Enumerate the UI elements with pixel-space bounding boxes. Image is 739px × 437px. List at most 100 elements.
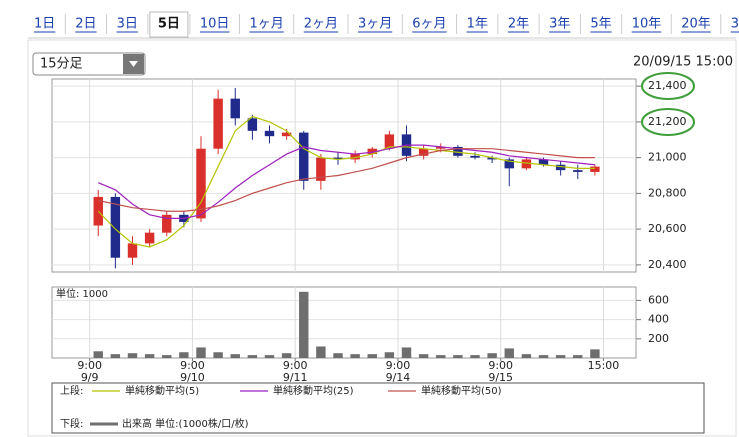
- volume-bar: [281, 353, 292, 358]
- period-tab[interactable]: 6ヶ月: [412, 17, 446, 32]
- candle-body: [264, 130, 275, 137]
- candle-body: [453, 146, 463, 156]
- candle-body: [573, 170, 583, 172]
- volume-panel: [51, 286, 637, 359]
- volume-bar: [384, 352, 395, 358]
- period-tab[interactable]: 10日: [200, 17, 230, 32]
- legend-entry: 単純移動平均(5): [125, 384, 199, 397]
- moving-average-line: [97, 115, 595, 248]
- volume-bar: [487, 353, 497, 358]
- candle-body: [110, 196, 121, 258]
- dropdown-label[interactable]: 15分足: [40, 57, 83, 72]
- candle-body: [162, 214, 172, 233]
- volume-bar: [470, 355, 480, 358]
- legend-row-label: 上段:: [60, 384, 83, 397]
- x-tick-date: 9/9: [81, 371, 99, 384]
- period-tab[interactable]: 2ヶ月: [304, 17, 338, 32]
- volume-bar: [247, 355, 258, 358]
- volume-bar: [316, 346, 326, 358]
- volume-bar: [590, 349, 600, 358]
- x-tick-label: 9:00: [180, 359, 205, 372]
- dropdown-arrow: [129, 61, 138, 67]
- period-tab[interactable]: 5日: [158, 17, 180, 32]
- volume-bar: [418, 354, 429, 358]
- x-tick-label: 9:00: [386, 359, 411, 372]
- candle-body: [316, 157, 326, 181]
- x-tick-label: 9:00: [488, 359, 513, 372]
- candle-body: [538, 159, 549, 165]
- x-tick-label: 9:00: [77, 359, 102, 372]
- legend-box: [51, 382, 705, 434]
- candle-body: [230, 98, 240, 119]
- candle-body: [213, 98, 223, 149]
- legend-row-label: 下段:: [60, 417, 83, 430]
- volume-bar: [213, 352, 223, 358]
- legend-entry: 出来高 単位:(1000株/口/枚): [122, 417, 249, 430]
- y-tick-label: 21,000: [648, 151, 687, 164]
- candle-body: [196, 148, 206, 219]
- candle-body: [555, 164, 566, 171]
- candle-body: [281, 132, 292, 137]
- candle-body: [144, 232, 155, 244]
- period-tab[interactable]: 1日: [34, 17, 55, 32]
- volume-bar: [333, 353, 343, 358]
- y-tick-label: 20,400: [648, 258, 687, 271]
- volume-bar: [436, 355, 446, 358]
- y-tick-label: 600: [648, 293, 669, 306]
- moving-average-line: [98, 148, 595, 212]
- moving-average-line: [98, 144, 595, 219]
- period-tab[interactable]: 2日: [75, 17, 96, 32]
- y-tick-label: 21,400: [648, 79, 687, 92]
- candle-body: [384, 134, 395, 149]
- volume-bar: [127, 353, 138, 358]
- period-tab[interactable]: 1年: [467, 17, 488, 32]
- period-tab[interactable]: 30年: [731, 17, 739, 32]
- candle-body: [367, 148, 377, 155]
- candle-body: [247, 118, 258, 131]
- candle-body: [590, 166, 600, 172]
- volume-bar: [401, 347, 412, 358]
- price-panel: [51, 78, 637, 273]
- y-tick-label: 21,200: [648, 115, 687, 128]
- candle-body: [487, 157, 497, 160]
- volume-bar: [196, 347, 206, 358]
- dropdown-box[interactable]: [32, 52, 146, 76]
- volume-bar: [573, 355, 583, 358]
- volume-bar: [179, 352, 189, 358]
- period-tab[interactable]: 10年: [632, 17, 662, 32]
- x-tick-date: 9/15: [488, 371, 513, 384]
- period-tab[interactable]: 5年: [590, 17, 611, 32]
- interval-dropdown[interactable]: 15分足: [32, 52, 146, 76]
- period-tab[interactable]: 3ヶ月: [358, 17, 392, 32]
- candle-body: [299, 132, 309, 181]
- x-tick-label: 15:00: [588, 359, 620, 372]
- period-tab[interactable]: 3年: [549, 17, 570, 32]
- legend-entry: 単純移動平均(50): [421, 384, 502, 397]
- timestamp: 20/09/15 15:00: [633, 55, 733, 70]
- period-tab[interactable]: 20年: [681, 17, 711, 32]
- volume-bar: [453, 355, 463, 358]
- highlight-circle: [641, 108, 695, 136]
- volume-bar: [367, 354, 377, 358]
- candle-body: [350, 154, 360, 160]
- y-tick-label: 400: [648, 313, 669, 326]
- volume-bar: [350, 354, 360, 358]
- period-tab[interactable]: 2年: [508, 17, 529, 32]
- candle-body: [333, 157, 343, 160]
- candle-body: [127, 243, 138, 258]
- candle-body: [521, 159, 532, 169]
- candle-body: [436, 146, 446, 149]
- period-tab[interactable]: 3日: [117, 17, 138, 32]
- candle-body: [418, 148, 429, 156]
- volume-bar: [110, 354, 121, 358]
- volume-bar: [299, 291, 309, 358]
- volume-bar: [93, 351, 103, 358]
- x-tick-date: 9/10: [180, 371, 205, 384]
- legend-entry: 単純移動平均(25): [273, 384, 354, 397]
- period-tab[interactable]: 1ヶ月: [249, 17, 283, 32]
- selected-tab-box: [149, 11, 189, 38]
- volume-unit: 単位: 1000: [56, 287, 108, 300]
- chart-frame: [27, 39, 737, 437]
- highlight-circle: [641, 72, 695, 100]
